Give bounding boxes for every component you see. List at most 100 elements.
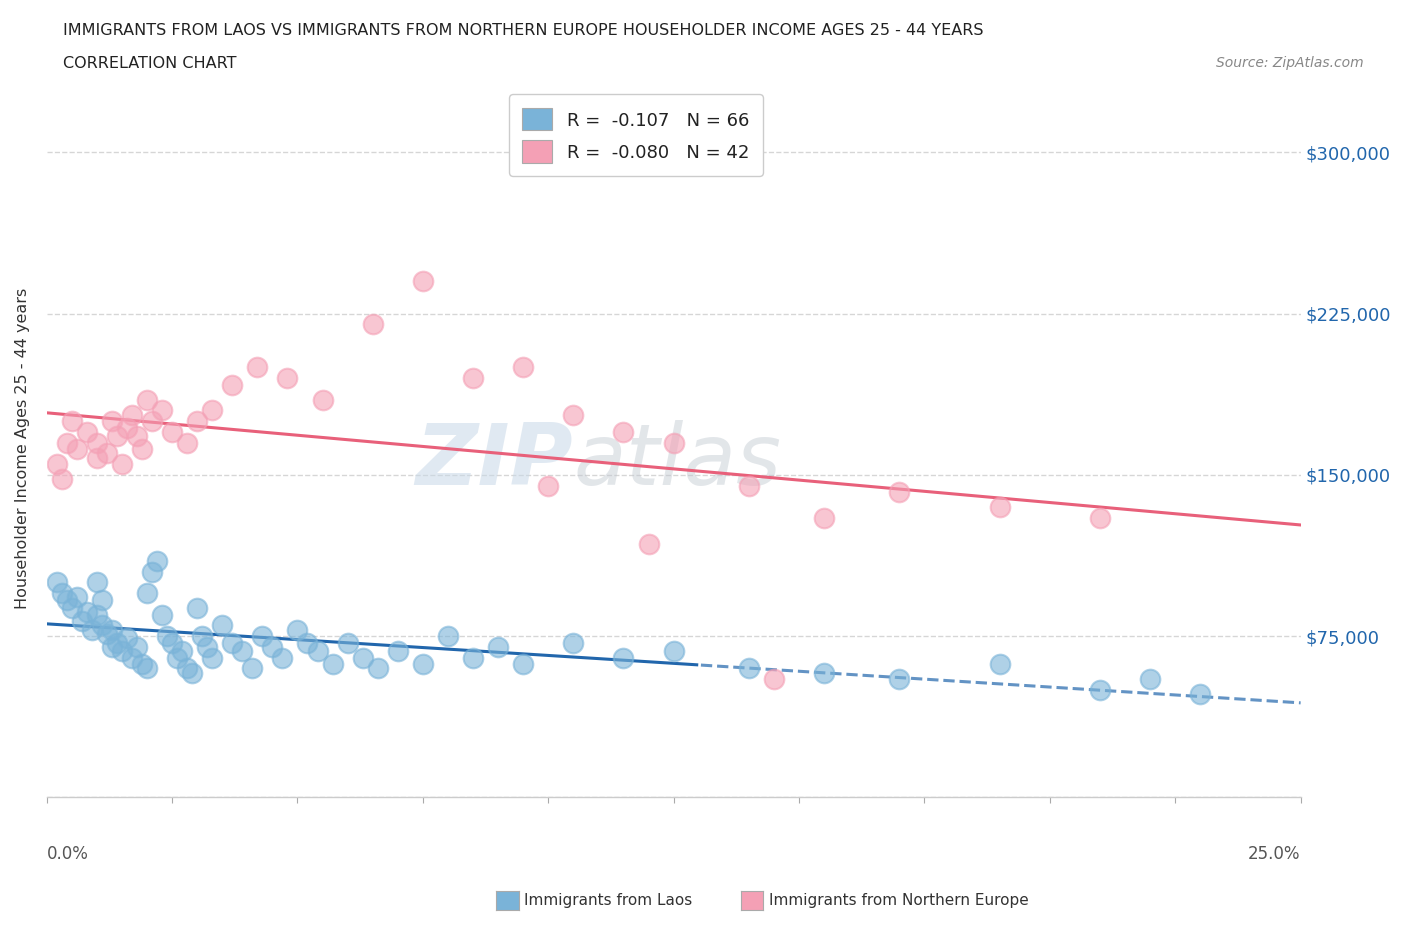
Point	[121, 407, 143, 422]
Point	[96, 446, 118, 461]
Point	[988, 657, 1011, 671]
Point	[86, 607, 108, 622]
Point	[387, 644, 409, 658]
Point	[76, 424, 98, 439]
Point	[150, 607, 173, 622]
Point	[1189, 686, 1212, 701]
Point	[512, 657, 534, 671]
Point	[90, 618, 112, 632]
Point	[96, 627, 118, 642]
Point	[66, 590, 89, 604]
Text: ZIP: ZIP	[416, 420, 574, 503]
Text: 0.0%: 0.0%	[46, 844, 89, 863]
Point	[287, 622, 309, 637]
Point	[889, 485, 911, 499]
Point	[146, 553, 169, 568]
Point	[322, 657, 344, 671]
Point	[562, 635, 585, 650]
Point	[131, 442, 153, 457]
Point	[461, 371, 484, 386]
Point	[352, 650, 374, 665]
Point	[537, 478, 560, 493]
Point	[307, 644, 329, 658]
Point	[101, 640, 124, 655]
Point	[115, 631, 138, 645]
Point	[512, 360, 534, 375]
Point	[55, 435, 77, 450]
Point	[186, 601, 208, 616]
Point	[111, 457, 134, 472]
Point	[176, 661, 198, 676]
Point	[86, 435, 108, 450]
Point	[562, 407, 585, 422]
Point	[738, 661, 761, 676]
Point	[221, 635, 243, 650]
Point	[90, 592, 112, 607]
Point	[136, 661, 159, 676]
Point	[121, 650, 143, 665]
Point	[461, 650, 484, 665]
Point	[125, 640, 148, 655]
Point	[125, 429, 148, 444]
Text: IMMIGRANTS FROM LAOS VS IMMIGRANTS FROM NORTHERN EUROPE HOUSEHOLDER INCOME AGES : IMMIGRANTS FROM LAOS VS IMMIGRANTS FROM …	[63, 23, 984, 38]
Point	[136, 586, 159, 601]
Point	[221, 378, 243, 392]
Point	[160, 635, 183, 650]
Text: Source: ZipAtlas.com: Source: ZipAtlas.com	[1216, 56, 1364, 70]
Point	[738, 478, 761, 493]
Point	[111, 644, 134, 658]
Point	[141, 565, 163, 579]
Point	[181, 665, 204, 680]
Point	[141, 414, 163, 429]
Point	[276, 371, 298, 386]
Point	[131, 657, 153, 671]
Text: atlas: atlas	[574, 420, 782, 503]
Y-axis label: Householder Income Ages 25 - 44 years: Householder Income Ages 25 - 44 years	[15, 287, 30, 608]
Point	[101, 414, 124, 429]
Point	[1139, 671, 1161, 686]
Point	[361, 317, 384, 332]
Point	[60, 414, 83, 429]
Point	[55, 592, 77, 607]
Point	[66, 442, 89, 457]
Point	[136, 392, 159, 407]
Point	[762, 671, 785, 686]
Text: 25.0%: 25.0%	[1249, 844, 1301, 863]
Point	[231, 644, 253, 658]
Point	[297, 635, 319, 650]
Point	[311, 392, 333, 407]
Point	[889, 671, 911, 686]
Point	[70, 614, 93, 629]
Point	[51, 586, 73, 601]
Point	[412, 657, 434, 671]
Text: Immigrants from Northern Europe: Immigrants from Northern Europe	[769, 893, 1029, 908]
Point	[101, 622, 124, 637]
Point	[271, 650, 294, 665]
Point	[186, 414, 208, 429]
Point	[662, 435, 685, 450]
Point	[150, 403, 173, 418]
Point	[612, 650, 634, 665]
Point	[201, 650, 224, 665]
Point	[336, 635, 359, 650]
Point	[988, 499, 1011, 514]
Point	[662, 644, 685, 658]
Point	[262, 640, 284, 655]
Point	[115, 420, 138, 435]
Point	[166, 650, 188, 665]
Point	[195, 640, 218, 655]
Point	[176, 435, 198, 450]
Point	[246, 360, 269, 375]
Point	[437, 629, 460, 644]
Point	[105, 429, 128, 444]
Point	[486, 640, 509, 655]
Point	[240, 661, 263, 676]
Point	[45, 575, 67, 590]
Point	[45, 457, 67, 472]
Point	[105, 635, 128, 650]
Point	[1088, 511, 1111, 525]
Point	[51, 472, 73, 486]
Point	[637, 537, 659, 551]
Point	[252, 629, 274, 644]
Point	[80, 622, 103, 637]
